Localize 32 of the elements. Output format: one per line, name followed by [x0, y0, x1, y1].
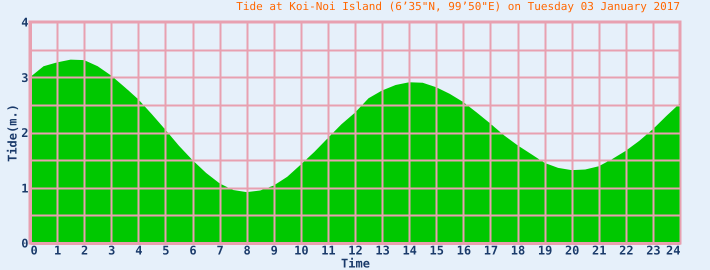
- x-tick-label: 12: [348, 244, 363, 258]
- x-tick-label: 18: [510, 244, 526, 258]
- x-tick-label: 7: [216, 244, 224, 258]
- y-tick-label: 2: [21, 126, 28, 140]
- x-tick-label: 5: [162, 244, 170, 258]
- x-tick-label: 6: [189, 244, 197, 258]
- x-tick-label: 15: [430, 244, 444, 258]
- x-tick-label: 21: [592, 244, 606, 258]
- x-tick-label: 16: [456, 244, 472, 258]
- x-tick-label: 20: [564, 244, 580, 258]
- chart-title: Tide at Koi-Noi Island (6’35"N, 99’50"E) on Tuesday 03 January 2017: [236, 0, 680, 13]
- x-tick-label: 2: [81, 244, 88, 258]
- x-tick-label: 1: [54, 244, 62, 258]
- y-tick-label: 4: [21, 16, 28, 30]
- x-tick-label: 9: [270, 244, 278, 258]
- x-tick-label: 17: [484, 244, 498, 258]
- y-tick-label: 1: [21, 181, 28, 196]
- y-axis-title: Tide(m.): [5, 104, 20, 162]
- x-tick-label: 23: [646, 244, 661, 258]
- x-tick-label: 10: [294, 244, 309, 258]
- x-tick-label: 11: [321, 244, 336, 258]
- x-tick-label: 13: [375, 244, 390, 258]
- x-tick-label: 0: [30, 244, 38, 258]
- x-tick-label: 24: [666, 244, 680, 258]
- x-tick-label: 3: [108, 244, 116, 258]
- x-tick-label: 4: [135, 244, 142, 258]
- x-axis-title: Time: [341, 256, 370, 270]
- y-tick-label: 3: [21, 70, 28, 85]
- x-tick-label: 19: [538, 244, 552, 258]
- x-tick-label: 14: [402, 244, 417, 258]
- x-tick-label: 8: [244, 244, 251, 258]
- x-tick-label: 22: [619, 244, 634, 258]
